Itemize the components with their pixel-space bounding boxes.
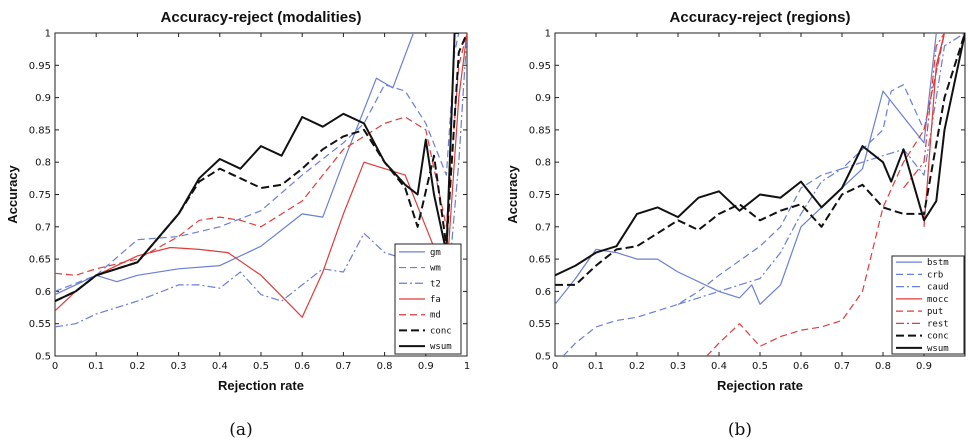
- left-chart: Accuracy-reject (modalities) 0 0.1 0.2 0.3 0.…: [5, 9, 470, 440]
- legend-label-rest: rest: [927, 319, 949, 329]
- series-line-mocc: [923, 33, 946, 227]
- subfigure-caption: (b): [728, 420, 752, 440]
- y-axis-label: Accuracy: [505, 164, 520, 223]
- x-tick-label: 0.4: [711, 361, 727, 372]
- x-tick-label: 0.7: [834, 361, 850, 372]
- y-tick-label: 1: [545, 29, 551, 40]
- x-tick-label: 0.8: [377, 361, 393, 372]
- legend-label-bstm: bstm: [927, 258, 949, 268]
- right-chart: Accuracy-reject (regions) 0 0.1 0.2 0.3 0.4 0.…: [505, 9, 966, 440]
- x-tick-label: 0.3: [670, 361, 686, 372]
- x-tick-label: 0.3: [171, 361, 187, 372]
- y-tick-label: 0.8: [535, 158, 551, 169]
- y-tick-label: 0.9: [35, 93, 51, 104]
- legend-label-mocc: mocc: [927, 295, 949, 305]
- legend-label-fa: fa: [430, 295, 441, 305]
- y-tick-label: 0.5: [35, 352, 51, 363]
- legend-label-caud: caud: [927, 283, 949, 293]
- x-tick-label: 0.1: [588, 361, 604, 372]
- y-tick-label: 0.5: [535, 352, 551, 363]
- y-tick-label: 0.85: [529, 125, 551, 136]
- y-tick-label: 0.6: [535, 287, 551, 298]
- x-tick-label: 0.7: [335, 361, 351, 372]
- series-line-caud: [677, 33, 965, 305]
- y-tick-label: 0.75: [29, 190, 51, 201]
- series-group: [555, 33, 965, 356]
- x-tick-label: 0.5: [752, 361, 768, 372]
- series-group: [55, 33, 467, 328]
- y-tick-label: 0.85: [29, 125, 51, 136]
- legend-box: [891, 255, 965, 355]
- x-tick-label: 0: [52, 361, 58, 372]
- legend-label-conc: conc: [927, 332, 949, 342]
- series-line-put: [706, 33, 946, 356]
- x-tick-label: 0: [552, 361, 558, 372]
- x-tick-label: 0.6: [294, 361, 310, 372]
- x-tick-label: 0.2: [629, 361, 645, 372]
- legend-label-wsum: wsum: [430, 342, 452, 352]
- y-tick-label: 0.55: [529, 319, 551, 330]
- legend-label-gm: gm: [430, 248, 441, 258]
- y-tick-label: 0.9: [535, 93, 551, 104]
- x-tick-label: 0.1: [88, 361, 104, 372]
- y-tick-label: 0.75: [529, 190, 551, 201]
- y-tick-label: 0.65: [529, 255, 551, 266]
- y-tick-label: 0.95: [29, 61, 51, 72]
- y-axis-label: Accuracy: [5, 164, 20, 223]
- series-line-wm: [55, 33, 460, 292]
- y-tick-label: 0.8: [35, 158, 51, 169]
- x-tick-label: 0.9: [418, 361, 434, 372]
- x-tick-label: 0.4: [212, 361, 228, 372]
- y-tick-label: 1: [45, 29, 51, 40]
- y-tick-label: 0.55: [29, 319, 51, 330]
- legend-label-t2: t2: [430, 279, 441, 289]
- series-line-wsum: [555, 33, 965, 277]
- x-tick-label: 0.8: [875, 361, 891, 372]
- legend-label-wsum: wsum: [927, 344, 949, 354]
- x-tick-label: 0.6: [793, 361, 809, 372]
- series-line-gm: [55, 33, 414, 296]
- y-tick-label: 0.7: [535, 222, 551, 233]
- subfigure-caption: (a): [229, 420, 252, 440]
- chart-title: Accuracy-reject (regions): [670, 9, 851, 26]
- y-tick-label: 0.7: [35, 222, 51, 233]
- legend-label-crb: crb: [927, 270, 943, 280]
- series-line-rest: [903, 33, 946, 189]
- series-line-crb: [562, 33, 946, 356]
- legend-label-conc: conc: [430, 326, 452, 336]
- chart-title: Accuracy-reject (modalities): [161, 9, 362, 26]
- series-line-wsum: [55, 33, 459, 303]
- x-axis-label: Rejection rate: [218, 378, 304, 393]
- legend: gm wm t2 fa md conc wsum: [394, 243, 462, 355]
- x-tick-label: 0.2: [129, 361, 145, 372]
- x-tick-label: 0.5: [253, 361, 269, 372]
- y-tick-label: 0.65: [29, 255, 51, 266]
- x-axis-label: Rejection rate: [717, 378, 803, 393]
- series-line-bstm: [555, 33, 937, 305]
- legend-label-wm: wm: [430, 264, 441, 274]
- legend-label-md: md: [430, 311, 441, 321]
- x-tick-label: 0.9: [916, 361, 932, 372]
- series-line-conc: [555, 33, 965, 286]
- legend: bstm crb caud mocc put rest conc wsum: [891, 255, 965, 355]
- y-tick-label: 0.95: [529, 61, 551, 72]
- legend-label-put: put: [927, 307, 943, 317]
- x-tick-label: 1: [464, 361, 470, 372]
- series-line-md: [55, 33, 467, 276]
- y-tick-label: 0.6: [35, 287, 51, 298]
